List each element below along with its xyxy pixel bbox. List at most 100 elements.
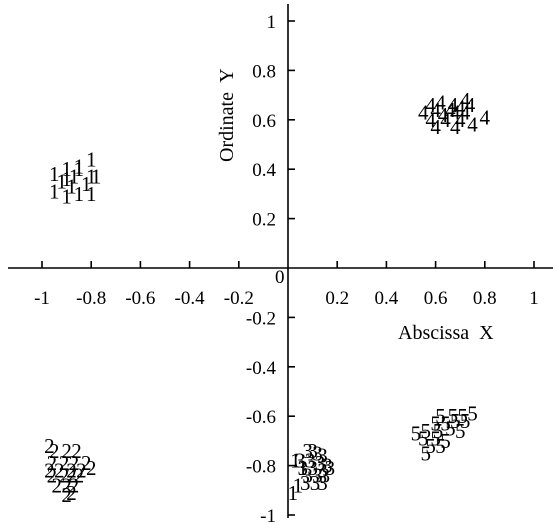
x-tick-label: -0.8 — [76, 288, 106, 309]
data-point: 1 — [56, 170, 67, 194]
data-point: 5 — [450, 409, 461, 433]
data-point: 1 — [61, 167, 72, 191]
data-point: 1 — [66, 174, 77, 198]
y-axis-title: Ordinate Y — [216, 68, 238, 162]
y-tick-label: -0.6 — [246, 407, 276, 428]
x-tick-label: -0.4 — [175, 288, 206, 309]
data-point: 4 — [430, 98, 441, 122]
ticks: -1 -0.8 -0.6 -0.4 -0.2 0.2 0.4 0.6 0.8 110.80.60.… — [34, 12, 539, 525]
x-tick-label: 1 — [529, 288, 539, 309]
data-point: 2 — [66, 481, 77, 505]
data-point: 4 — [440, 108, 451, 132]
data-point: 3 — [312, 463, 323, 487]
data-point: 5 — [457, 404, 468, 428]
data-point: 3 — [298, 456, 309, 480]
data-point: 5 — [448, 404, 459, 428]
data-point: 5 — [445, 417, 456, 441]
data-point: 4 — [467, 113, 478, 137]
data-point: 1 — [61, 184, 72, 208]
x-tick-label: 0.6 — [424, 288, 448, 309]
data-point: 1 — [288, 481, 299, 505]
y-tick-label: 1 — [267, 12, 277, 33]
data-point: 5 — [430, 426, 441, 450]
data-point: 5 — [440, 412, 451, 436]
data-point: 2 — [47, 463, 58, 487]
data-point: 3 — [322, 454, 333, 478]
data-point: 5 — [467, 402, 478, 426]
data-point: 3 — [307, 439, 318, 463]
data-point: 3 — [302, 439, 313, 463]
data-point: 1 — [69, 165, 80, 189]
y-tick-label: 0.4 — [252, 160, 276, 181]
data-point: 2 — [54, 459, 65, 483]
data-point: 1 — [91, 165, 102, 189]
data-point: 5 — [440, 429, 451, 453]
data-point: 4 — [450, 115, 461, 139]
data-point: 3 — [317, 459, 328, 483]
data-point: 2 — [81, 451, 92, 475]
data-point: 2 — [74, 463, 85, 487]
data-point: 2 — [59, 451, 70, 475]
data-point: 5 — [418, 426, 429, 450]
x-tick-label: -1 — [34, 288, 50, 309]
data-point: 2 — [61, 473, 72, 497]
data-point: 1 — [86, 147, 97, 171]
data-point: 2 — [86, 456, 97, 480]
data-point: 3 — [312, 441, 323, 465]
y-tick-label: 0.2 — [252, 210, 276, 231]
data-point: 2 — [66, 463, 77, 487]
data-point: 5 — [460, 409, 471, 433]
data-point: 1 — [74, 157, 85, 181]
data-point: 2 — [47, 451, 58, 475]
data-point: 1 — [298, 456, 309, 480]
data-point: 5 — [435, 434, 446, 458]
data-point: 5 — [421, 419, 432, 443]
data-point: 5 — [435, 404, 446, 428]
y-tick-label: -0.2 — [246, 308, 276, 329]
data-point: 3 — [305, 449, 316, 473]
data-point: 4 — [465, 93, 476, 117]
data-point: 4 — [448, 93, 459, 117]
origin-label: 0 — [275, 267, 285, 288]
data-point: 3 — [317, 471, 328, 495]
data-point: 2 — [44, 434, 55, 458]
data-point: 1 — [86, 182, 97, 206]
data-point: 5 — [425, 434, 436, 458]
data-point: 4 — [455, 108, 466, 132]
data-point: 3 — [300, 471, 311, 495]
x-tick-label: 0.2 — [325, 288, 349, 309]
data-point: 4 — [480, 105, 491, 129]
y-tick-label: -0.8 — [246, 457, 276, 478]
data-point: 3 — [302, 463, 313, 487]
data-point: 3 — [295, 449, 306, 473]
data-point: 4 — [438, 103, 449, 127]
data-point: 1 — [81, 172, 92, 196]
data-point: 1 — [74, 182, 85, 206]
data-point: 2 — [66, 459, 77, 483]
data-point: 1 — [86, 165, 97, 189]
y-tick-label: 0.6 — [252, 111, 276, 132]
data-point: 1 — [49, 162, 60, 186]
data-point: 3 — [325, 456, 336, 480]
x-tick-label: -0.6 — [125, 288, 155, 309]
data-point: 2 — [71, 439, 82, 463]
data-point: 5 — [421, 441, 432, 465]
x-tick-label: 0.4 — [375, 288, 399, 309]
data-point: 2 — [69, 451, 80, 475]
data-point: 3 — [310, 471, 321, 495]
data-point: 4 — [425, 108, 436, 132]
data-point: 1 — [49, 179, 60, 203]
axes — [8, 4, 553, 518]
data-point: 5 — [455, 419, 466, 443]
data-point: 1 — [290, 449, 301, 473]
data-point: 2 — [76, 459, 87, 483]
data-point: 3 — [307, 456, 318, 480]
data-point: 2 — [49, 439, 60, 463]
data-point: 1 — [293, 473, 304, 497]
x-tick-label: -0.2 — [224, 288, 254, 309]
data-point: 4 — [425, 93, 436, 117]
data-point: 5 — [433, 419, 444, 443]
data-point: 4 — [455, 95, 466, 119]
